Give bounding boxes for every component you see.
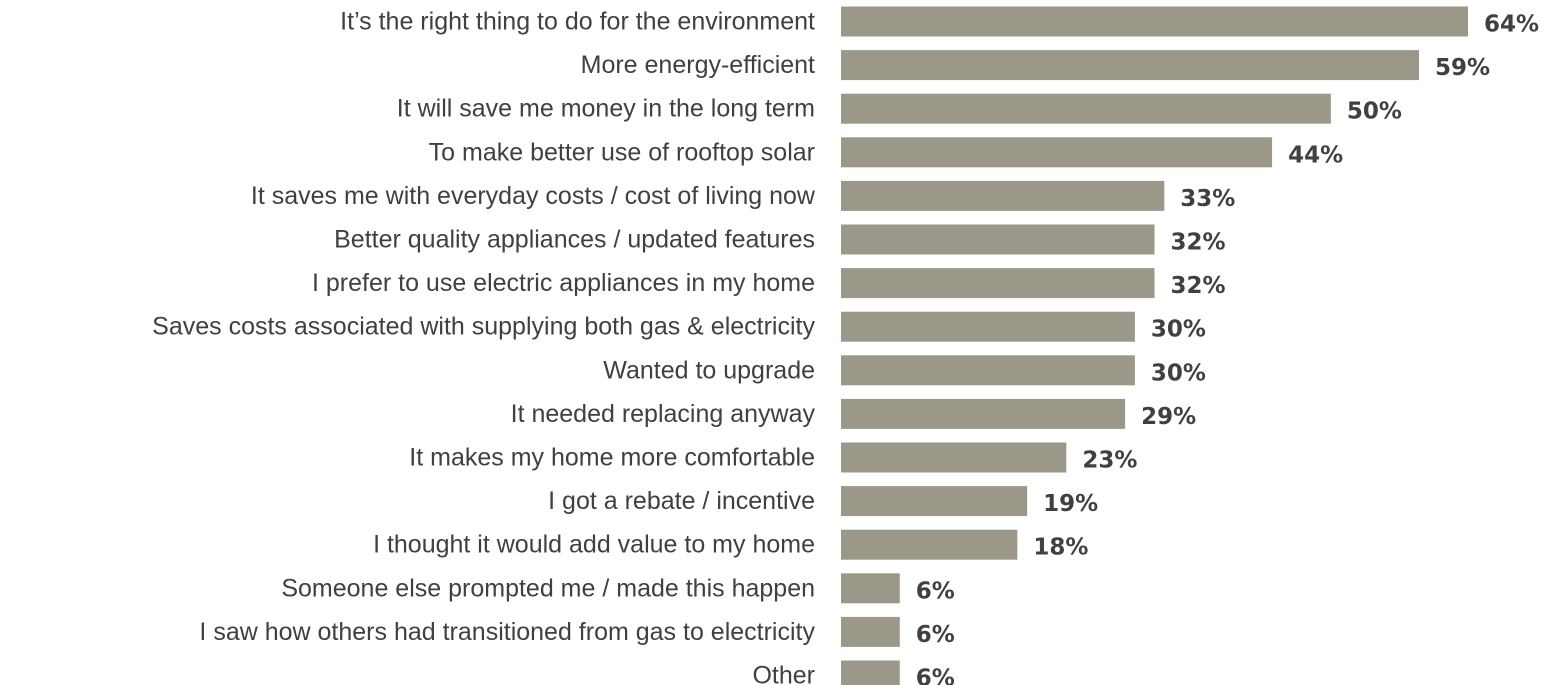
value-labels: 64% 59% 50%44% 33% 32% 32% 30% 30% 29%23% 19% 18% 6…	[916, 12, 1539, 685]
bar	[841, 268, 1155, 299]
value-label: 30%	[1151, 360, 1206, 386]
value-label: 29%	[1141, 404, 1196, 430]
value-label: 23%	[1082, 448, 1137, 474]
category-label: Better quality appliances / updated feat…	[334, 226, 815, 254]
category-label: Someone else prompted me / made this hap…	[281, 574, 815, 602]
category-label: It will save me money in the long term	[397, 95, 815, 123]
bar	[841, 660, 900, 685]
category-label: Other	[752, 662, 815, 685]
bar	[841, 224, 1155, 255]
category-label: Saves costs associated with supplying bo…	[152, 313, 815, 341]
category-label: I prefer to use electric appliances in m…	[312, 269, 815, 297]
category-label: It saves me with everyday costs / cost o…	[251, 182, 816, 210]
value-label: 6%	[916, 578, 955, 604]
value-label: 32%	[1171, 230, 1226, 256]
bar	[841, 137, 1273, 168]
value-label: 44%	[1288, 142, 1343, 168]
bar	[841, 529, 1018, 560]
bar	[841, 442, 1067, 473]
value-label: 50%	[1347, 99, 1402, 125]
bar	[841, 180, 1165, 211]
value-label: 6%	[916, 622, 955, 648]
category-label: I saw how others had transitioned from g…	[199, 618, 815, 646]
bar	[841, 50, 1420, 81]
category-label: To make better use of rooftop solar	[429, 138, 815, 166]
bar	[841, 486, 1028, 517]
category-label: It needed replacing anyway	[511, 400, 816, 428]
value-label: 6%	[916, 666, 955, 685]
value-label: 32%	[1171, 273, 1226, 299]
bar	[841, 398, 1126, 429]
bar	[841, 355, 1135, 386]
category-label: Wanted to upgrade	[603, 356, 815, 384]
value-label: 18%	[1033, 535, 1088, 561]
bar	[841, 573, 900, 604]
value-label: 64%	[1484, 12, 1539, 38]
value-label: 33%	[1180, 186, 1235, 212]
bar	[841, 93, 1331, 124]
bar	[841, 616, 900, 647]
value-label: 30%	[1151, 317, 1206, 343]
category-label: More energy-efficient	[581, 51, 815, 79]
bars	[841, 6, 1468, 685]
category-label: I got a rebate / incentive	[548, 487, 815, 515]
category-label: It makes my home more comfortable	[409, 444, 815, 472]
value-label: 59%	[1435, 55, 1490, 81]
category-label: I thought it would add value to my home	[373, 531, 815, 559]
value-label: 19%	[1043, 491, 1098, 517]
bar	[841, 311, 1135, 342]
category-labels: It’s the right thing to do for the envir…	[152, 8, 816, 685]
bar	[841, 6, 1468, 37]
category-label: It’s the right thing to do for the envir…	[340, 8, 815, 36]
